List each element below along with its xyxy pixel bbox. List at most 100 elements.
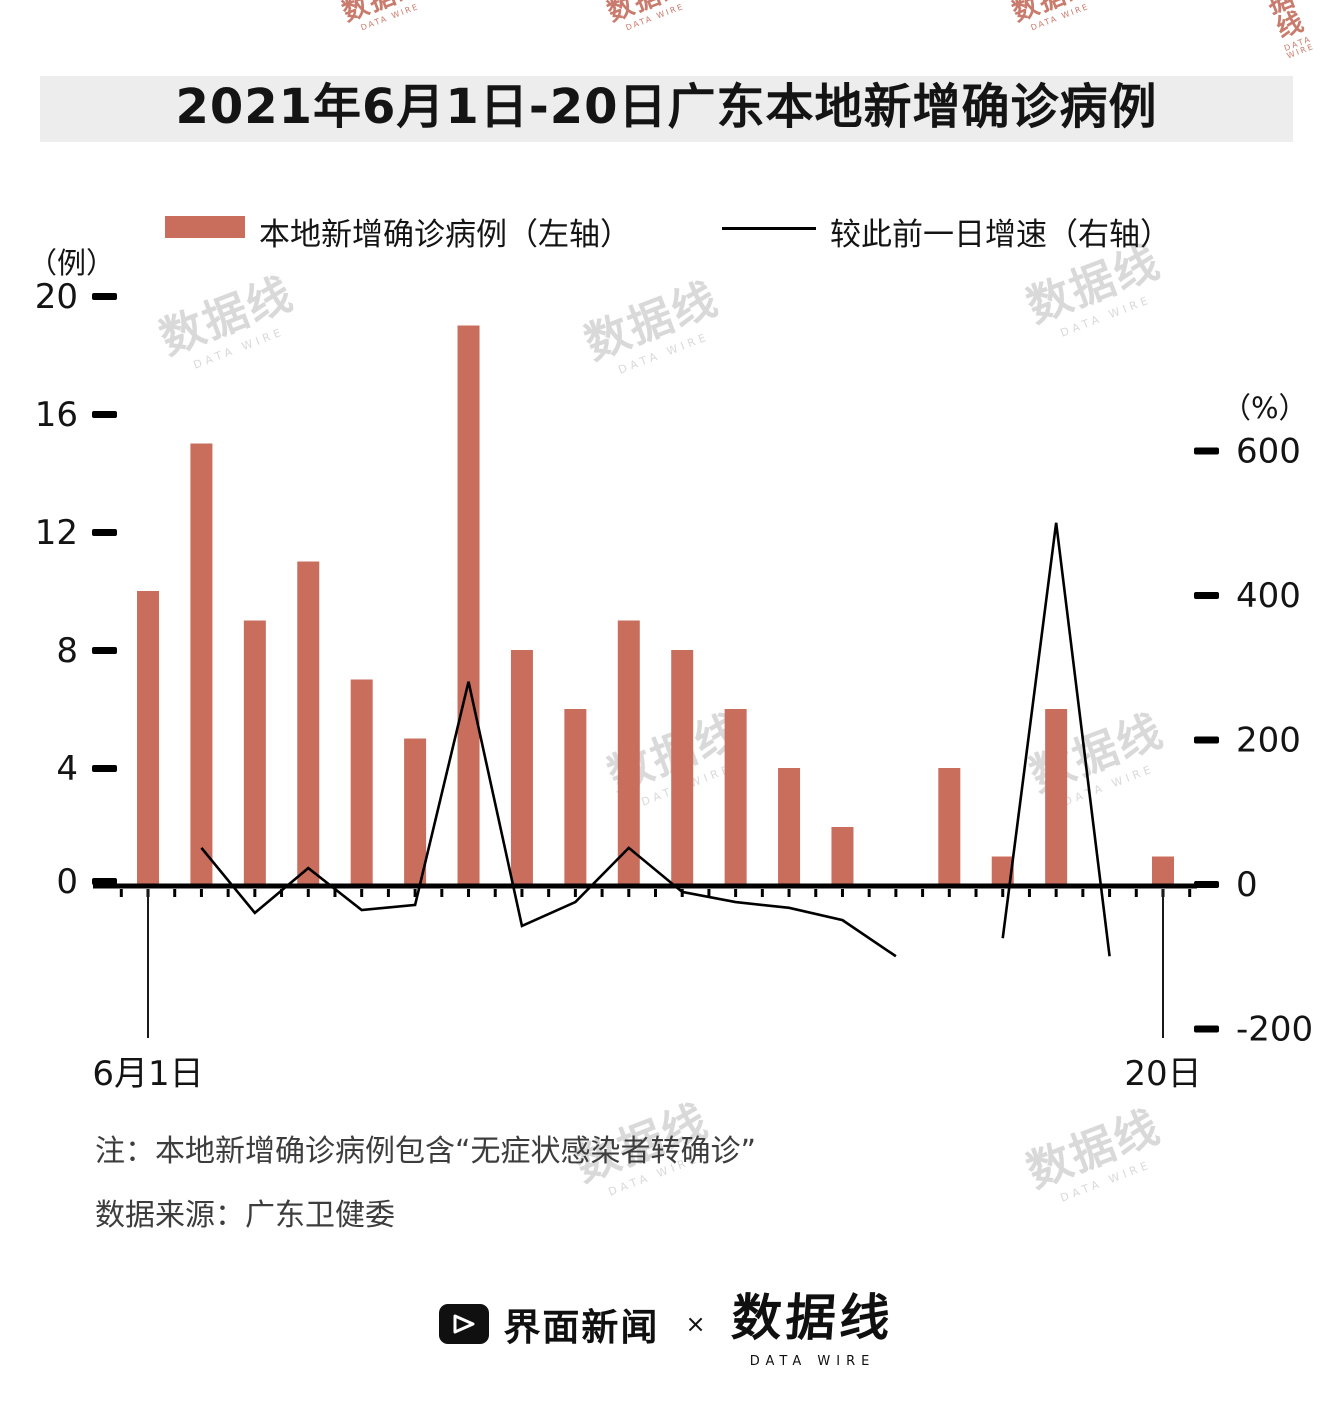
x-axis-minor-tick — [440, 889, 444, 897]
x-axis-minor-tick — [199, 889, 203, 897]
x-axis-minor-tick — [119, 889, 123, 897]
right-axis-tick-label: 600 — [1236, 432, 1301, 472]
x-axis-minor-tick — [306, 889, 310, 897]
right-axis-tick-label: -200 — [1236, 1010, 1313, 1050]
x-axis-minor-tick — [947, 889, 951, 897]
right-axis-tick — [1194, 736, 1219, 744]
bar — [938, 768, 961, 886]
x-axis-minor-tick — [467, 889, 471, 897]
right-axis-tick-label: 0 — [1236, 865, 1258, 905]
x-axis-line — [93, 883, 1197, 889]
bar — [137, 591, 159, 886]
x-axis-minor-tick — [627, 889, 631, 897]
x-axis-minor-tick — [386, 889, 390, 897]
x-axis-minor-tick — [280, 889, 284, 897]
x-axis-minor-tick — [1188, 889, 1192, 897]
left-axis-tick — [92, 647, 117, 654]
x-axis-minor-tick — [573, 889, 577, 897]
left-axis-tick — [92, 411, 117, 418]
bar — [724, 709, 747, 886]
left-axis-tick — [92, 529, 117, 536]
bar-legend-label: 本地新增确诊病例（左轴） — [259, 217, 631, 253]
x-axis-minor-tick — [1108, 889, 1112, 897]
right-axis-tick — [1194, 592, 1219, 599]
left-axis-tick-label: 4 — [56, 749, 78, 789]
source-text: 数据来源：广东卫健委 — [95, 1198, 395, 1233]
bar — [243, 620, 266, 886]
datawire-logo: 数据线 DATA WIRE — [729, 1278, 896, 1369]
datawire-logo-subtext: DATA WIRE — [749, 1354, 876, 1369]
x-axis-minor-tick — [253, 889, 257, 897]
x-axis-minor-tick — [840, 889, 844, 897]
right-axis-tick — [1194, 1025, 1219, 1033]
x-axis-minor-tick — [1081, 889, 1085, 897]
x-axis-minor-tick — [360, 889, 364, 897]
growth-line — [1001, 522, 1111, 957]
bar — [1151, 856, 1174, 886]
left-axis-tick-label: 16 — [35, 395, 78, 435]
title-band: 2021年6月1日-20日广东本地新增确诊病例 — [40, 76, 1293, 142]
bar — [350, 679, 373, 886]
datawire-logo-text: 数据线 — [729, 1289, 896, 1347]
bar-legend-swatch-icon — [165, 216, 245, 238]
bar — [190, 443, 213, 886]
left-axis-unit: （例） — [28, 246, 116, 280]
bar — [510, 650, 533, 886]
left-axis-tick-label: 8 — [56, 631, 78, 671]
x-axis-minor-tick — [173, 889, 177, 897]
x-axis-minor-tick — [787, 889, 791, 897]
growth-line — [200, 681, 897, 958]
bar — [297, 561, 320, 886]
bar — [404, 738, 427, 886]
bar — [617, 620, 640, 886]
left-axis-tick — [92, 765, 117, 772]
x-axis-minor-tick — [814, 889, 818, 897]
x-axis-minor-tick — [707, 889, 711, 897]
x-axis-minor-tick — [1134, 889, 1138, 897]
x-axis-minor-tick — [493, 889, 497, 897]
bar — [671, 650, 694, 886]
x-axis-minor-tick — [760, 889, 764, 897]
x-axis-minor-tick — [600, 889, 604, 897]
x-axis-minor-tick — [1027, 889, 1031, 897]
x-axis-minor-tick — [867, 889, 871, 897]
line-legend-swatch-icon — [722, 227, 816, 230]
x-axis-minor-tick — [547, 889, 551, 897]
x-axis-minor-tick — [654, 889, 657, 897]
x-axis-minor-tick — [1001, 889, 1005, 897]
bar — [778, 768, 801, 886]
right-axis-tick — [1194, 881, 1219, 888]
x-axis-minor-tick — [894, 889, 898, 897]
right-axis-unit: （%） — [1222, 391, 1308, 425]
left-axis-tick-label: 20 — [35, 277, 78, 317]
x-axis-minor-tick — [413, 889, 417, 897]
bar — [1045, 709, 1068, 886]
left-axis-tick — [92, 878, 117, 885]
x-axis-minor-tick — [921, 889, 925, 897]
x-axis-minor-tick — [520, 889, 524, 897]
jiemian-logo-icon — [439, 1303, 490, 1344]
bar — [991, 856, 1014, 886]
x-axis-minor-tick — [226, 889, 230, 897]
x-axis-minor-tick — [734, 889, 738, 897]
jiemian-logo: 界面新闻 — [439, 1297, 659, 1351]
right-axis-tick — [1194, 447, 1219, 455]
left-axis-tick — [92, 293, 117, 300]
right-axis-tick-label: 200 — [1236, 721, 1301, 761]
x-axis-minor-tick — [333, 889, 337, 897]
legend: 本地新增确诊病例（左轴） 较此前一日增速（右轴） — [0, 205, 1333, 253]
x-axis-first-label: 6月1日 — [92, 1054, 204, 1094]
left-axis-tick-label: 12 — [35, 513, 78, 553]
chart-title: 2021年6月1日-20日广东本地新增确诊病例 — [175, 79, 1158, 135]
right-axis-tick-label: 400 — [1236, 576, 1301, 616]
footer: 界面新闻 × 数据线 DATA WIRE — [0, 1278, 1333, 1369]
line-legend-label: 较此前一日增速（右轴） — [830, 217, 1171, 253]
jiemian-logo-text: 界面新闻 — [503, 1305, 660, 1349]
x-axis-minor-tick — [1054, 889, 1058, 897]
footer-separator: × — [685, 1309, 706, 1338]
bar — [831, 827, 854, 886]
x-axis-minor-tick — [974, 889, 978, 897]
x-axis-last-label: 20日 — [1124, 1054, 1202, 1094]
